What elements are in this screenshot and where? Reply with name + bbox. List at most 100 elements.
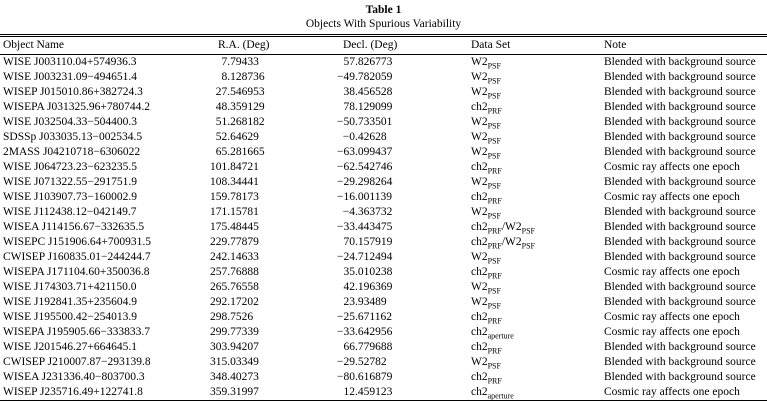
object-name-cell: WISEP J235716.49+122741.8: [3, 386, 143, 398]
table-row: WISE J071322.55−291751.9 108.34441 −29.298…: [0, 175, 767, 190]
note-cell: Blended with background source: [604, 116, 756, 128]
decl-cell: 70.157919: [343, 236, 393, 248]
data-set-cell: W2PSF: [471, 206, 501, 220]
data-set-cell: W2PSF: [471, 356, 501, 370]
note-cell: Cosmic ray affects one epoch: [604, 161, 740, 173]
note-cell: Cosmic ray affects one epoch: [604, 326, 740, 338]
object-name-cell: CWISEP J160835.01−244244.7: [3, 251, 151, 263]
table-row: WISE J112438.12−042149.7 171.15781 −4.3637…: [0, 205, 767, 220]
object-name-cell: WISEPA J031325.96+780744.2: [3, 101, 150, 113]
ra-cell: 229.77879: [210, 236, 259, 248]
decl-cell: −4.363732: [342, 206, 393, 218]
object-name-cell: WISE J032504.33−504400.3: [3, 116, 137, 128]
spurious-variability-table: Object Name R.A. (Deg) Decl. (Deg) Data …: [0, 34, 767, 402]
data-set-cell: ch2PRF: [471, 311, 502, 325]
decl-cell: 35.010238: [343, 266, 393, 278]
decl-cell: −29.298264: [337, 176, 393, 188]
object-name-cell: WISE J071322.55−291751.9: [3, 176, 137, 188]
ra-cell: 65.281665: [215, 146, 265, 158]
data-set-cell: W2PSF: [471, 131, 501, 145]
note-cell: Blended with background source: [604, 146, 756, 158]
data-set-cell: W2PSF: [471, 86, 501, 100]
object-name-cell: WISEPC J151906.64+700931.5: [3, 236, 152, 248]
table-row: WISE J103907.73−160002.9 159.78173 −16.001…: [0, 190, 767, 205]
table-row: CWISEP J210007.87−293139.8 315.03349 −29.5…: [0, 355, 767, 370]
col-header-data-set: Data Set: [463, 35, 598, 55]
table-row: WISEP J235716.49+122741.8 359.31997 12.459…: [0, 385, 767, 402]
table-caption: Table 1 Objects With Spurious Variabilit…: [0, 0, 767, 31]
table-row: WISEPA J031325.96+780744.2 48.359129 78.12…: [0, 100, 767, 115]
col-header-ra: R.A. (Deg): [205, 35, 323, 55]
data-set-cell: ch2aperture: [471, 326, 514, 340]
object-name-cell: WISE J112438.12−042149.7: [3, 206, 137, 218]
table-header: Object Name R.A. (Deg) Decl. (Deg) Data …: [0, 35, 767, 55]
note-cell: Blended with background source: [604, 71, 756, 83]
data-set-cell: ch2PRF/W2PSF: [471, 236, 536, 250]
note-cell: Blended with background source: [604, 131, 756, 143]
table-row: WISEA J114156.67−332635.5 175.48445 −33.44…: [0, 220, 767, 235]
ra-cell: 292.17202: [210, 296, 259, 308]
object-name-cell: WISE J103907.73−160002.9: [3, 191, 137, 203]
ra-cell: 7.79433: [221, 56, 259, 68]
note-cell: Blended with background source: [604, 86, 756, 98]
note-cell: Blended with background source: [604, 296, 756, 308]
table-title: Objects With Spurious Variability: [305, 18, 462, 30]
note-cell: Cosmic ray affects one epoch: [604, 266, 740, 278]
note-cell: Blended with background source: [604, 221, 756, 233]
object-name-cell: CWISEP J210007.87−293139.8: [3, 356, 151, 368]
ra-cell: 257.76888: [210, 266, 259, 278]
ra-cell: 265.76558: [210, 281, 259, 293]
table-row: WISE J192841.35+235604.9 292.17202 23.9348…: [0, 295, 767, 310]
decl-cell: −16.001139: [337, 191, 392, 203]
table-number: Table 1: [365, 4, 402, 16]
ra-cell: 315.03349: [210, 356, 259, 368]
note-cell: Blended with background source: [604, 371, 756, 383]
object-name-cell: WISE J174303.71+421150.0: [3, 281, 137, 293]
table-row: WISE J003231.09−494651.4 8.128736 −49.7820…: [0, 70, 767, 85]
decl-cell: 23.93489: [343, 296, 387, 308]
decl-cell: 38.456528: [343, 86, 393, 98]
ra-cell: 175.48445: [210, 221, 259, 233]
note-cell: Blended with background source: [604, 56, 756, 68]
data-set-cell: W2PSF: [471, 71, 501, 85]
ra-cell: 101.84721: [210, 161, 259, 173]
decl-cell: −49.782059: [337, 71, 393, 83]
object-name-cell: WISE J003231.09−494651.4: [3, 71, 137, 83]
decl-cell: 78.129099: [343, 101, 393, 113]
col-header-note: Note: [598, 35, 767, 55]
table-row: WISE J195500.42−254013.9 298.7526 −25.6711…: [0, 310, 767, 325]
data-set-cell: W2PSF: [471, 176, 501, 190]
table-row: WISEPC J151906.64+700931.5 229.77879 70.15…: [0, 235, 767, 250]
table-row: WISEP J015010.86+382724.3 27.546953 38.456…: [0, 85, 767, 100]
object-name-cell: WISEA J231336.40−803700.3: [3, 371, 145, 383]
decl-cell: 12.459123: [343, 386, 393, 398]
decl-cell: −50.733501: [337, 116, 393, 128]
data-set-cell: ch2PRF: [471, 161, 502, 175]
ra-cell: 298.7526: [210, 311, 254, 323]
decl-cell: −63.099437: [337, 146, 393, 158]
decl-cell: 66.779688: [343, 341, 393, 353]
col-header-decl: Decl. (Deg): [323, 35, 463, 55]
decl-cell: −0.42628: [342, 131, 387, 143]
ra-cell: 242.14633: [210, 251, 259, 263]
table-row: WISE J003110.04+574936.3 7.79433 57.826773…: [0, 55, 767, 71]
note-cell: Blended with background source: [604, 341, 756, 353]
note-cell: Blended with background source: [604, 251, 756, 263]
object-name-cell: WISEP J015010.86+382724.3: [3, 86, 143, 98]
object-name-cell: WISE J064723.23−623235.5: [3, 161, 137, 173]
decl-cell: −24.712494: [337, 251, 393, 263]
table-row: WISEPA J195905.66−333833.7 299.77339 −33.6…: [0, 325, 767, 340]
data-set-cell: ch2PRF: [471, 341, 502, 355]
object-name-cell: WISE J003110.04+574936.3: [3, 56, 137, 68]
data-set-cell: W2PSF: [471, 251, 501, 265]
data-set-cell: W2PSF: [471, 296, 501, 310]
data-set-cell: W2PSF: [471, 281, 501, 295]
data-set-cell: ch2PRF: [471, 191, 502, 205]
ra-cell: 108.34441: [210, 176, 259, 188]
ra-cell: 52.64629: [215, 131, 259, 143]
note-cell: Blended with background source: [604, 176, 756, 188]
ra-cell: 8.128736: [221, 71, 265, 83]
decl-cell: −29.52782: [337, 356, 387, 368]
table-row: WISEPA J171104.60+350036.8 257.76888 35.01…: [0, 265, 767, 280]
decl-cell: 57.826773: [343, 56, 393, 68]
